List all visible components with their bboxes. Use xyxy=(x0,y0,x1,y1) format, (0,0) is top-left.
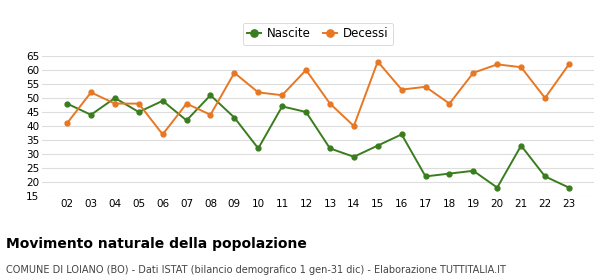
Decessi xyxy=(111,102,118,105)
Nascite xyxy=(374,144,382,147)
Decessi xyxy=(278,94,286,97)
Decessi xyxy=(446,102,453,105)
Decessi xyxy=(470,71,477,74)
Decessi xyxy=(88,91,95,94)
Nascite xyxy=(446,172,453,175)
Nascite xyxy=(254,147,262,150)
Nascite xyxy=(470,169,477,172)
Text: COMUNE DI LOIANO (BO) - Dati ISTAT (bilancio demografico 1 gen-31 dic) - Elabora: COMUNE DI LOIANO (BO) - Dati ISTAT (bila… xyxy=(6,265,506,275)
Nascite xyxy=(494,186,501,189)
Nascite xyxy=(422,175,429,178)
Decessi xyxy=(565,63,572,66)
Decessi xyxy=(518,66,525,69)
Nascite xyxy=(541,175,548,178)
Decessi xyxy=(207,113,214,116)
Nascite xyxy=(64,102,71,105)
Decessi xyxy=(231,71,238,74)
Nascite xyxy=(302,110,310,114)
Nascite xyxy=(207,94,214,97)
Nascite xyxy=(565,186,572,189)
Nascite xyxy=(183,119,190,122)
Decessi xyxy=(135,102,142,105)
Decessi xyxy=(541,96,548,100)
Decessi xyxy=(422,85,429,88)
Nascite xyxy=(159,99,166,102)
Decessi xyxy=(64,122,71,125)
Decessi xyxy=(302,68,310,72)
Nascite xyxy=(111,96,118,100)
Decessi xyxy=(350,124,358,128)
Nascite xyxy=(350,155,358,158)
Nascite xyxy=(278,105,286,108)
Decessi xyxy=(374,60,382,63)
Nascite xyxy=(231,116,238,119)
Decessi xyxy=(183,102,190,105)
Line: Decessi: Decessi xyxy=(65,59,571,137)
Decessi xyxy=(326,102,334,105)
Decessi xyxy=(159,133,166,136)
Decessi xyxy=(398,88,405,91)
Decessi xyxy=(494,63,501,66)
Nascite xyxy=(135,110,142,114)
Decessi xyxy=(254,91,262,94)
Text: Movimento naturale della popolazione: Movimento naturale della popolazione xyxy=(6,237,307,251)
Legend: Nascite, Decessi: Nascite, Decessi xyxy=(242,23,394,45)
Nascite xyxy=(518,144,525,147)
Nascite xyxy=(88,113,95,116)
Line: Nascite: Nascite xyxy=(65,93,571,190)
Nascite xyxy=(398,133,405,136)
Nascite xyxy=(326,147,334,150)
